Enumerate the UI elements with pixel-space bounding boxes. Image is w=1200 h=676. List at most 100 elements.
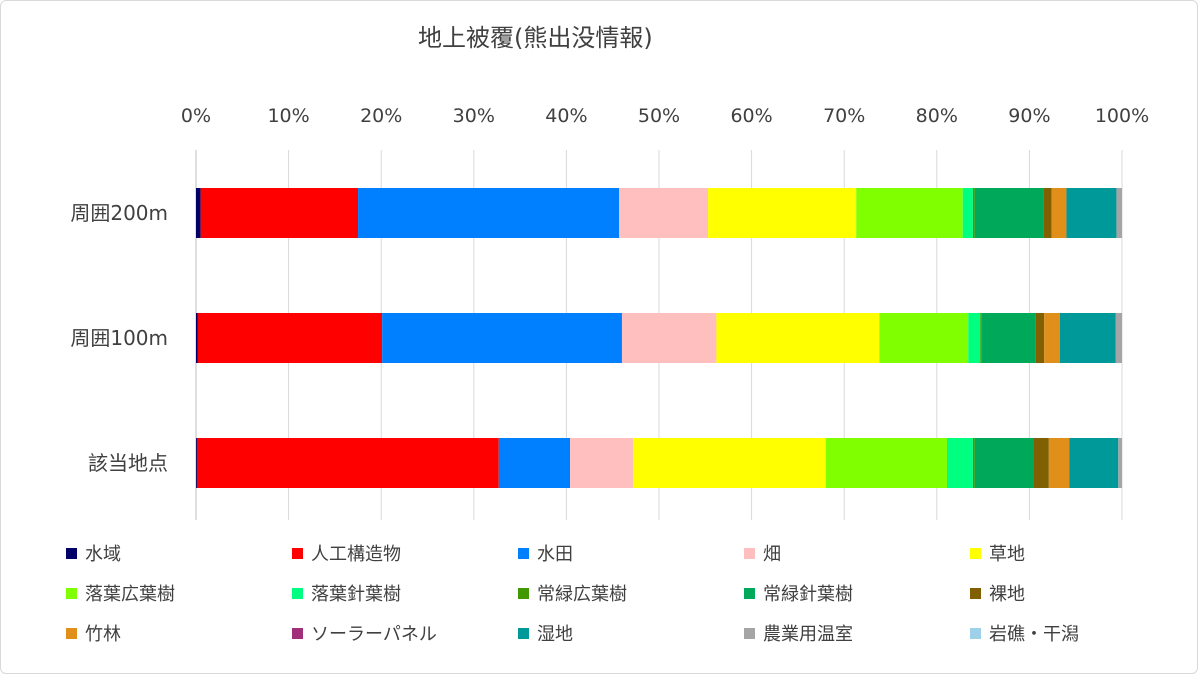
bar-segment	[619, 188, 709, 238]
bar-segment	[1043, 188, 1052, 238]
legend-label: 裸地	[989, 584, 1025, 605]
legend-label: 人工構造物	[311, 544, 401, 565]
bar-segment	[196, 438, 197, 488]
x-tick-label: 50%	[638, 105, 680, 127]
bar-segment	[968, 313, 981, 363]
legend-swatch	[292, 627, 303, 639]
bar-segment	[621, 313, 717, 363]
legend-item: 湿地	[518, 620, 573, 646]
legend-swatch	[970, 547, 981, 559]
x-tick-label: 10%	[267, 105, 309, 127]
legend-label: ソーラーパネル	[311, 624, 437, 645]
bar-segment	[856, 188, 963, 238]
legend-item: 落葉広葉樹	[66, 580, 175, 606]
legend-item: 裸地	[970, 580, 1025, 606]
bar-segment	[946, 438, 973, 488]
bar-segment	[708, 188, 857, 238]
bar-segment	[1059, 313, 1116, 363]
x-tick-label: 80%	[916, 105, 958, 127]
legend-label: 常緑広葉樹	[537, 584, 627, 605]
legend-item: 草地	[970, 540, 1025, 566]
x-tick-label: 100%	[1095, 105, 1149, 127]
legend-label: 農業用温室	[763, 624, 853, 645]
bar-segment	[1033, 438, 1049, 488]
legend-swatch	[66, 627, 77, 639]
bar-segment	[962, 188, 973, 238]
bar-segment	[972, 438, 975, 488]
bar-segment	[972, 188, 975, 238]
legend-swatch	[744, 627, 755, 639]
bar-segment	[196, 188, 201, 238]
legend-swatch	[66, 587, 77, 599]
legend-label: 常緑針葉樹	[763, 584, 853, 605]
legend-swatch	[744, 587, 755, 599]
bar-segment	[825, 438, 947, 488]
bar-segment	[570, 438, 634, 488]
bar-segment	[1048, 438, 1070, 488]
legend-swatch	[518, 587, 529, 599]
y-category-label: 該当地点	[88, 451, 168, 475]
bar-segment	[1035, 313, 1045, 363]
bar-segment	[1051, 188, 1067, 238]
legend-item: 人工構造物	[292, 540, 401, 566]
bar-segment	[1044, 313, 1060, 363]
bar-segment	[633, 438, 826, 488]
bar-segment	[200, 188, 359, 238]
x-tick-label: 30%	[453, 105, 495, 127]
x-tick-label: 60%	[730, 105, 772, 127]
legend-label: 水域	[85, 544, 121, 565]
legend-item: 常緑針葉樹	[744, 580, 853, 606]
legend-item: 農業用温室	[744, 620, 853, 646]
legend-item: 水域	[66, 540, 121, 566]
legend-label: 湿地	[537, 624, 573, 645]
x-tick-label: 90%	[1008, 105, 1050, 127]
bar-segment	[974, 438, 1034, 488]
legend-swatch	[518, 547, 529, 559]
bar-segment	[1115, 313, 1122, 363]
legend-item: 岩礁・干潟	[970, 620, 1079, 646]
legend-item: ソーラーパネル	[292, 620, 437, 646]
legend-swatch	[292, 587, 303, 599]
y-category-label: 周囲100m	[70, 326, 168, 350]
legend-swatch	[518, 627, 529, 639]
bar-segment	[196, 438, 499, 488]
legend-label: 落葉広葉樹	[85, 584, 175, 605]
legend-item: 畑	[744, 540, 781, 566]
bar-segment	[879, 313, 969, 363]
legend-label: 竹林	[85, 624, 121, 645]
legend-swatch	[292, 547, 303, 559]
bar-segment	[382, 313, 622, 363]
bar-segment	[196, 313, 198, 363]
legend-item: 水田	[518, 540, 573, 566]
bar-segment	[197, 313, 383, 363]
legend-label: 草地	[989, 544, 1025, 565]
legend-swatch	[970, 587, 981, 599]
bar-segment	[1069, 438, 1119, 488]
legend-label: 畑	[763, 544, 781, 565]
x-tick-label: 20%	[360, 105, 402, 127]
x-tick-label: 40%	[545, 105, 587, 127]
legend-item: 竹林	[66, 620, 121, 646]
bar-segment	[498, 438, 571, 488]
bar-segment	[981, 313, 1036, 363]
x-tick-label: 70%	[823, 105, 865, 127]
legend-swatch	[970, 627, 981, 639]
bar-segment	[1118, 438, 1122, 488]
y-category-label: 周囲200m	[70, 201, 168, 225]
bar-segment	[1066, 188, 1117, 238]
legend-label: 落葉針葉樹	[311, 584, 401, 605]
legend-swatch	[66, 547, 77, 559]
legend-item: 常緑広葉樹	[518, 580, 627, 606]
chart-title: 地上被覆(熊出没情報)	[418, 24, 653, 52]
bar-segment	[716, 313, 880, 363]
bar-segment	[974, 188, 1044, 238]
bar-segment	[980, 313, 982, 363]
legend-item: 落葉針葉樹	[292, 580, 401, 606]
bar-segment	[358, 188, 620, 238]
x-tick-label: 0%	[181, 105, 211, 127]
bar-segment	[1116, 188, 1122, 238]
legend-swatch	[744, 547, 755, 559]
legend-label: 岩礁・干潟	[989, 624, 1079, 645]
legend-label: 水田	[537, 544, 573, 565]
